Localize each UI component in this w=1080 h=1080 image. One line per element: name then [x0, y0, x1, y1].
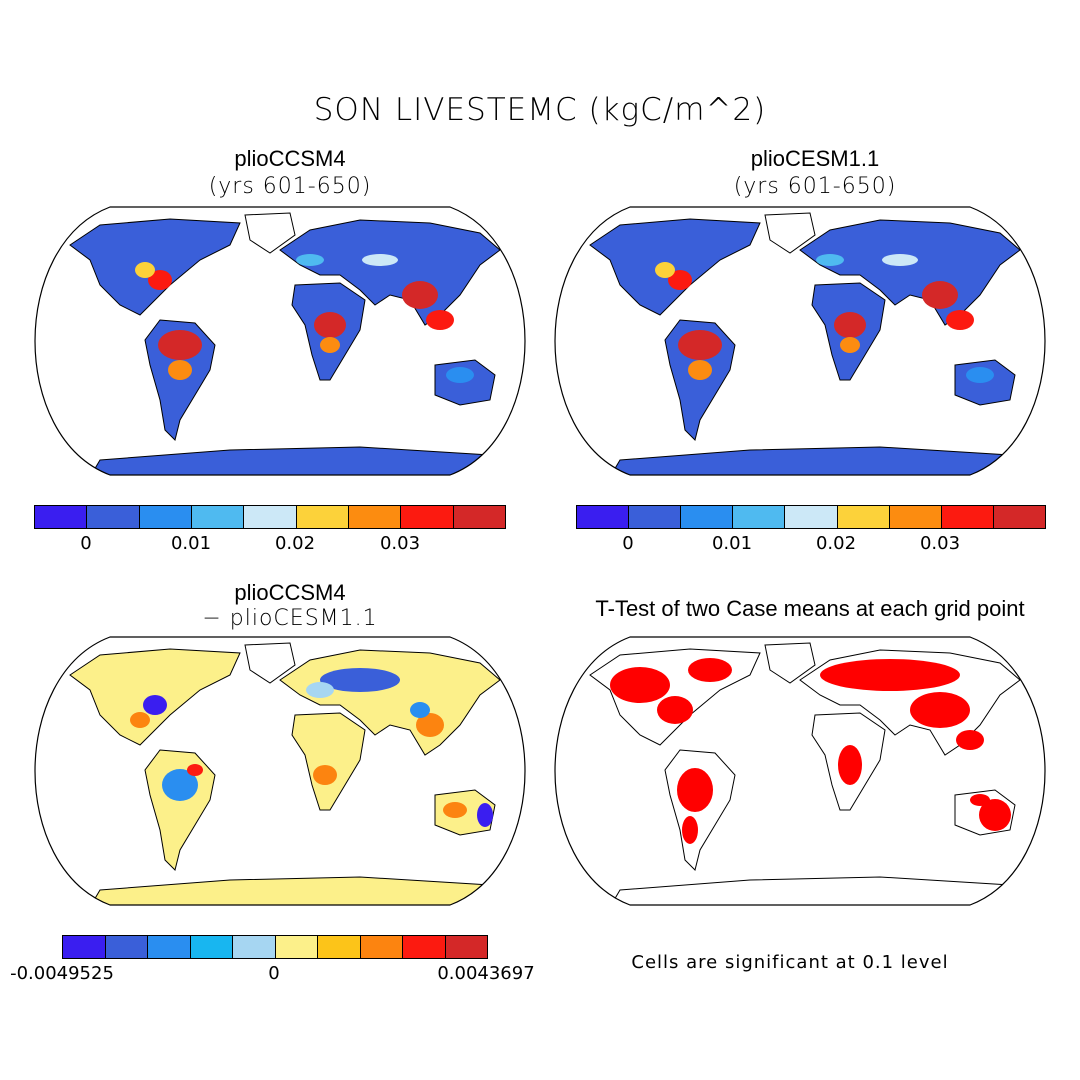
colorbar-swatch	[105, 936, 148, 958]
panel-tr-subtitle: (yrs 601-650)	[733, 174, 897, 199]
colorbar-swatch	[360, 936, 403, 958]
colorbar-swatch	[87, 506, 140, 528]
continent-greenland	[244, 642, 296, 684]
continent-north-america	[69, 218, 241, 316]
continent-greenland	[764, 212, 816, 254]
tick-label: 0.03	[379, 533, 421, 554]
continent-antarctica	[609, 446, 1021, 475]
tick-label: 0.02	[274, 533, 316, 554]
tick-label: 0.01	[711, 533, 753, 554]
colorbar-swatch	[275, 936, 318, 958]
colorbar-swatch	[681, 506, 734, 528]
continent-antarctica	[89, 876, 501, 905]
map-ttest	[554, 636, 1046, 906]
colorbar-swatch	[445, 936, 487, 958]
colorbar-swatch	[733, 506, 786, 528]
significant-cells	[610, 658, 1011, 844]
colorbar-swatch	[403, 936, 446, 958]
tick-label: -0.0049525	[10, 963, 114, 984]
tick-label: 0.03	[919, 533, 961, 554]
continent-antarctica	[89, 446, 501, 475]
panel-br-title: T-Test of two Case means at each grid po…	[595, 596, 1025, 621]
tick-label: 0	[622, 533, 634, 554]
colorbar-swatch	[941, 506, 994, 528]
colorbar-swatch	[837, 506, 890, 528]
colorbar-difference	[62, 935, 488, 959]
colorbar-swatch	[348, 506, 402, 528]
tick-label: 0.0043697	[437, 963, 535, 984]
map-plioCCSM4	[34, 206, 526, 476]
panel-tr-title: plioCESM1.1	[750, 146, 880, 171]
continent-africa	[291, 712, 366, 811]
colorbar-swatch	[577, 506, 630, 528]
colorbar-swatch	[139, 506, 192, 528]
colorbar-swatch	[296, 506, 349, 528]
colorbar-swatch	[233, 936, 276, 958]
figure-title: SON LIVESTEMC (kgC/m^2)	[313, 92, 767, 128]
colorbar-swatch	[629, 506, 682, 528]
colorbar-swatch	[63, 936, 106, 958]
panel-bl-subtitle: − plioCESM1.1	[202, 606, 378, 631]
panel-tl-subtitle: (yrs 601-650)	[208, 174, 372, 199]
panel-bl-title: plioCCSM4	[234, 580, 346, 605]
colorbar-swatch	[190, 936, 233, 958]
colorbar-swatch	[35, 506, 88, 528]
colorbar-swatch	[244, 506, 297, 528]
continent-north-america	[589, 218, 761, 316]
continent-australia	[434, 359, 496, 406]
colorbar-swatch	[401, 506, 454, 528]
continent-south-america	[144, 749, 216, 871]
colorbar-plioCESM1.1-ticks: 0 0.01 0.02 0.03	[576, 533, 1046, 557]
continent-greenland	[244, 212, 296, 254]
map-difference	[34, 636, 526, 906]
tick-label: 0	[268, 963, 280, 984]
colorbar-swatch	[993, 506, 1045, 528]
map-plioCESM1.1	[554, 206, 1046, 476]
colorbar-swatch	[191, 506, 245, 528]
colorbar-swatch	[889, 506, 942, 528]
continent-australia	[954, 359, 1016, 406]
colorbar-plioCCSM4-ticks: 0 0.01 0.02 0.03	[34, 533, 506, 557]
colorbar-swatch	[148, 936, 191, 958]
tick-label: 0	[80, 533, 92, 554]
colorbar-difference-ticks: -0.0049525 0 0.0043697	[10, 963, 535, 987]
colorbar-plioCESM1.1	[576, 505, 1046, 529]
colorbar-swatch	[785, 506, 838, 528]
tick-label: 0.02	[815, 533, 857, 554]
colorbar-plioCCSM4	[34, 505, 506, 529]
continent-greenland	[764, 642, 816, 684]
panel-tl-title: plioCCSM4	[234, 146, 346, 171]
colorbar-swatch	[318, 936, 361, 958]
tick-label: 0.01	[170, 533, 212, 554]
significance-note: Cells are significant at 0.1 level	[631, 952, 949, 973]
colorbar-swatch	[453, 506, 505, 528]
continent-antarctica	[609, 876, 1021, 905]
